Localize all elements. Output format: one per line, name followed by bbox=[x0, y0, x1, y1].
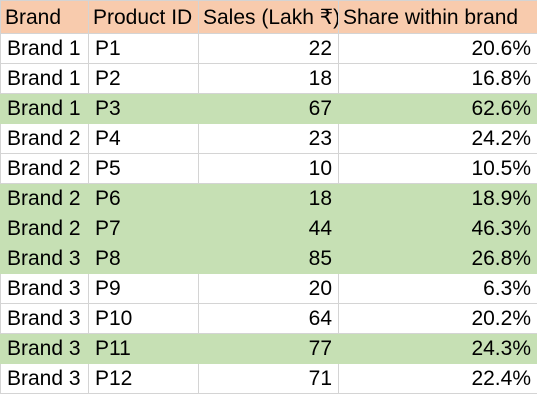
table-row: Brand 3 P10 64 20.2% bbox=[0, 303, 537, 334]
cell-brand[interactable]: Brand 2 bbox=[0, 123, 89, 154]
sales-share-table: Brand Product ID Sales (Lakh ₹) Share wi… bbox=[0, 0, 537, 394]
cell-sales[interactable]: 44 bbox=[198, 213, 339, 244]
table-row: Brand 3 P8 85 26.8% bbox=[0, 243, 537, 274]
cell-share[interactable]: 16.8% bbox=[338, 63, 537, 94]
header-cell-sales[interactable]: Sales (Lakh ₹) bbox=[198, 0, 339, 34]
cell-sales[interactable]: 71 bbox=[198, 363, 339, 394]
cell-sales[interactable]: 18 bbox=[198, 183, 339, 214]
cell-share[interactable]: 24.2% bbox=[338, 123, 537, 154]
cell-sales[interactable]: 18 bbox=[198, 63, 339, 94]
cell-brand[interactable]: Brand 1 bbox=[0, 93, 89, 124]
table-row: Brand 2 P4 23 24.2% bbox=[0, 123, 537, 154]
cell-sales[interactable]: 67 bbox=[198, 93, 339, 124]
cell-share[interactable]: 10.5% bbox=[338, 153, 537, 184]
cell-brand[interactable]: Brand 3 bbox=[0, 273, 89, 304]
cell-sales[interactable]: 20 bbox=[198, 273, 339, 304]
cell-sales[interactable]: 77 bbox=[198, 333, 339, 364]
table-row: Brand 2 P6 18 18.9% bbox=[0, 183, 537, 214]
cell-product-id[interactable]: P11 bbox=[88, 333, 199, 364]
cell-share[interactable]: 26.8% bbox=[338, 243, 537, 274]
header-row: Brand Product ID Sales (Lakh ₹) Share wi… bbox=[0, 0, 537, 34]
header-cell-share[interactable]: Share within brand bbox=[338, 0, 537, 34]
cell-sales[interactable]: 64 bbox=[198, 303, 339, 334]
cell-brand[interactable]: Brand 2 bbox=[0, 153, 89, 184]
cell-product-id[interactable]: P7 bbox=[88, 213, 199, 244]
cell-product-id[interactable]: P8 bbox=[88, 243, 199, 274]
cell-share[interactable]: 46.3% bbox=[338, 213, 537, 244]
cell-product-id[interactable]: P1 bbox=[88, 33, 199, 64]
table-body: Brand 1 P1 22 20.6% Brand 1 P2 18 16.8% … bbox=[0, 33, 537, 394]
cell-product-id[interactable]: P10 bbox=[88, 303, 199, 334]
cell-share[interactable]: 18.9% bbox=[338, 183, 537, 214]
cell-sales[interactable]: 10 bbox=[198, 153, 339, 184]
cell-brand[interactable]: Brand 2 bbox=[0, 213, 89, 244]
cell-brand[interactable]: Brand 1 bbox=[0, 63, 89, 94]
cell-sales[interactable]: 22 bbox=[198, 33, 339, 64]
cell-brand[interactable]: Brand 3 bbox=[0, 333, 89, 364]
cell-brand[interactable]: Brand 1 bbox=[0, 33, 89, 64]
cell-share[interactable]: 24.3% bbox=[338, 333, 537, 364]
cell-brand[interactable]: Brand 3 bbox=[0, 243, 89, 274]
table-row: Brand 1 P1 22 20.6% bbox=[0, 33, 537, 64]
table-row: Brand 2 P7 44 46.3% bbox=[0, 213, 537, 244]
cell-brand[interactable]: Brand 3 bbox=[0, 303, 89, 334]
header-cell-brand[interactable]: Brand bbox=[0, 0, 89, 34]
cell-sales[interactable]: 23 bbox=[198, 123, 339, 154]
table-row: Brand 3 P12 71 22.4% bbox=[0, 363, 537, 394]
table-row: Brand 1 P3 67 62.6% bbox=[0, 93, 537, 124]
table-row: Brand 2 P5 10 10.5% bbox=[0, 153, 537, 184]
cell-product-id[interactable]: P2 bbox=[88, 63, 199, 94]
cell-brand[interactable]: Brand 3 bbox=[0, 363, 89, 394]
cell-brand[interactable]: Brand 2 bbox=[0, 183, 89, 214]
cell-share[interactable]: 62.6% bbox=[338, 93, 537, 124]
table-row: Brand 1 P2 18 16.8% bbox=[0, 63, 537, 94]
cell-share[interactable]: 20.2% bbox=[338, 303, 537, 334]
cell-share[interactable]: 6.3% bbox=[338, 273, 537, 304]
table-row: Brand 3 P11 77 24.3% bbox=[0, 333, 537, 364]
cell-share[interactable]: 20.6% bbox=[338, 33, 537, 64]
cell-sales[interactable]: 85 bbox=[198, 243, 339, 274]
header-cell-product-id[interactable]: Product ID bbox=[88, 0, 199, 34]
cell-product-id[interactable]: P12 bbox=[88, 363, 199, 394]
table-row: Brand 3 P9 20 6.3% bbox=[0, 273, 537, 304]
cell-product-id[interactable]: P5 bbox=[88, 153, 199, 184]
cell-product-id[interactable]: P9 bbox=[88, 273, 199, 304]
cell-share[interactable]: 22.4% bbox=[338, 363, 537, 394]
cell-product-id[interactable]: P3 bbox=[88, 93, 199, 124]
cell-product-id[interactable]: P4 bbox=[88, 123, 199, 154]
cell-product-id[interactable]: P6 bbox=[88, 183, 199, 214]
